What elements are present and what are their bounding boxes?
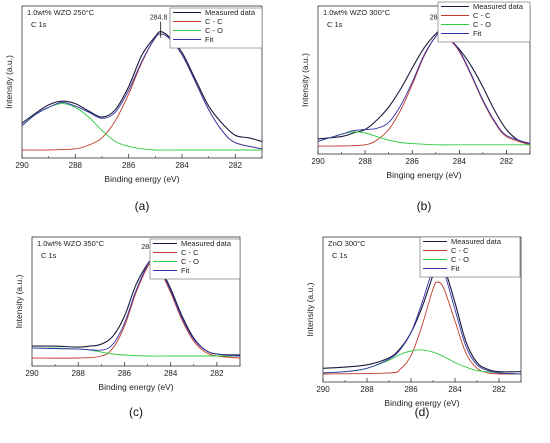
plot-frame [31, 236, 241, 367]
series-line-fit [317, 32, 531, 145]
legend-entry: C - C [181, 248, 199, 257]
legend-entry: Fit [205, 35, 214, 44]
x-tick-label: 286 [406, 157, 420, 166]
panel-label: (d) [415, 405, 430, 419]
legend-entry: Measured data [451, 237, 502, 246]
series-line-measured-data [21, 31, 263, 143]
panel-label: (b) [417, 199, 432, 213]
legend-box [149, 238, 241, 280]
series-line-c-c [317, 33, 531, 147]
legend-entry: C - C [205, 17, 223, 26]
y-axis-label: Intensity (a.u.) [305, 282, 315, 336]
plot-frame [21, 5, 263, 159]
x-tick-label: 282 [500, 157, 514, 166]
legend-entry: Fit [473, 29, 482, 38]
x-tick-label: 288 [72, 369, 86, 378]
x-axis-label: Binding energy (eV) [104, 174, 179, 184]
x-tick-label: 284 [448, 385, 462, 394]
series-line-measured-data [322, 260, 522, 373]
legend-entry: C - O [473, 20, 491, 29]
y-axis-label: Intensity (a.u.) [14, 274, 24, 328]
legend-entry: C - C [473, 11, 491, 20]
x-tick-label: 284 [175, 161, 189, 170]
x-tick-label: 282 [492, 385, 506, 394]
legend-entry: Measured data [205, 8, 256, 17]
legend-entry: C - O [205, 26, 223, 35]
legend-entry: C - C [451, 246, 469, 255]
x-tick-label: 282 [229, 161, 243, 170]
panel-subtitle: C 1s [31, 20, 47, 29]
legend-box [169, 7, 263, 49]
legend-entry: C - O [451, 255, 469, 264]
legend-entry: Measured data [181, 239, 232, 248]
series-line-fit [21, 33, 263, 150]
panel-title: 1.0wt% WZO 350°C [37, 239, 105, 248]
y-axis-label: Intensity (a.u.) [300, 53, 310, 107]
panel-label: (c) [129, 405, 143, 419]
x-tick-label: 288 [358, 157, 372, 166]
legend-entry: Fit [181, 266, 190, 275]
x-tick-label: 286 [404, 385, 418, 394]
x-axis-label: Binding energy (eV) [384, 398, 459, 408]
y-axis-label: Intensity (a.u.) [4, 55, 14, 109]
x-tick-label: 288 [360, 385, 374, 394]
legend-entry: Fit [451, 264, 460, 273]
legend-box [437, 1, 531, 43]
chart-panel-a: 290 288 286 284 282 Binding energy (eV) Intens… [4, 5, 263, 213]
chart-panel-c: 290 288 286 284 282 Binding energy (eV) Intens… [14, 236, 241, 419]
x-tick-label: 282 [210, 369, 224, 378]
panel-label: (a) [135, 199, 150, 213]
series-line-measured-data [31, 260, 241, 356]
panel-subtitle: C 1s [327, 20, 343, 29]
x-axis-label: Binding energy (eV) [98, 382, 173, 392]
panel-title: 1.0wt% WZO 250°C [27, 8, 95, 17]
x-tick-label: 286 [118, 369, 132, 378]
plot-frame [317, 5, 531, 155]
x-tick-label: 290 [316, 385, 330, 394]
x-tick-label: 290 [25, 369, 39, 378]
x-tick-label: 284 [453, 157, 467, 166]
panel-title: 1.0wt% WZO 300°C [323, 8, 391, 17]
legend-entry: Measured data [473, 2, 524, 11]
chart-panel-d: 290 288 286 284 282 Binding energy (eV) Intens… [305, 236, 522, 419]
panel-title: ZnO 300°C [328, 239, 366, 248]
legend-box [419, 236, 521, 278]
panel-subtitle: C 1s [41, 251, 57, 260]
series-line-c-c [21, 33, 263, 151]
x-tick-label: 290 [15, 161, 29, 170]
x-tick-label: 288 [69, 161, 83, 170]
x-tick-label: 284 [164, 369, 178, 378]
series-line-c-c [322, 281, 522, 375]
x-tick-label: 290 [311, 157, 325, 166]
x-axis-label: Binging energy (eV) [386, 170, 461, 180]
x-tick-label: 286 [122, 161, 136, 170]
panel-subtitle: C 1s [332, 251, 348, 260]
chart-panel-b: 290 288 286 284 282 Binging energy (eV) Intens… [300, 1, 531, 213]
peak-label: 284.8 [150, 15, 168, 22]
legend-entry: C - O [181, 257, 199, 266]
